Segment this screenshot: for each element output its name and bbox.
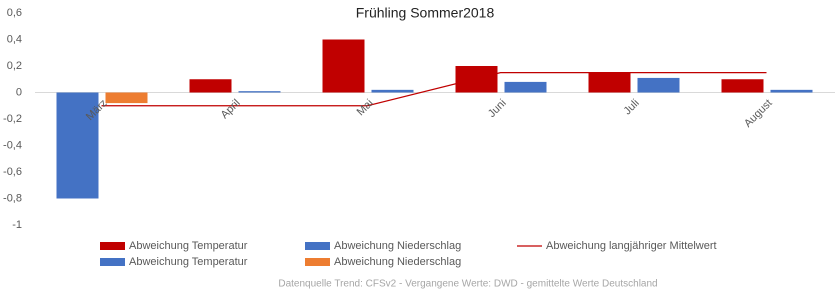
y-tick-label: -0,2: [3, 113, 22, 125]
bar: [770, 89, 813, 93]
bar: [189, 79, 232, 93]
bar: [322, 39, 365, 93]
legend-swatch: [305, 242, 330, 250]
legend-label: Abweichung langjähriger Mittelwert: [546, 240, 717, 252]
x-tick-label: April: [219, 97, 243, 121]
bar: [504, 81, 547, 93]
line: [101, 72, 767, 107]
x-tick-label: Juli: [622, 97, 642, 117]
y-tick-label: -0,8: [3, 192, 22, 204]
bar: [588, 72, 631, 93]
legend-label: Abweichung Niederschlag: [334, 240, 461, 252]
legend-swatch: [100, 242, 125, 250]
y-tick-label: 0,6: [7, 7, 22, 19]
bar: [455, 66, 498, 93]
chart-title: Frühling Sommer2018: [356, 5, 495, 21]
y-tick-label: -0,4: [3, 139, 22, 151]
bar: [56, 92, 99, 199]
y-tick-label: -0,6: [3, 166, 22, 178]
source-note: Datenquelle Trend: CFSv2 - Vergangene We…: [278, 279, 657, 290]
y-tick-label: -1: [12, 219, 22, 231]
y-tick-label: 0,4: [7, 33, 22, 45]
legend-label: Abweichung Temperatur: [129, 240, 248, 252]
x-tick-label: Mai: [355, 97, 376, 118]
bar: [721, 79, 764, 93]
legend-swatch: [305, 258, 330, 266]
bar: [105, 92, 148, 104]
x-tick-label: August: [742, 97, 775, 130]
x-tick-label: Juni: [486, 97, 509, 120]
y-tick-label: 0: [16, 86, 22, 98]
legend-label: Abweichung Niederschlag: [334, 256, 461, 268]
bar: [238, 91, 281, 93]
bar: [637, 77, 680, 93]
y-tick-label: 0,2: [7, 60, 22, 72]
legend-swatch: [100, 258, 125, 266]
legend-label: Abweichung Temperatur: [129, 256, 248, 268]
bar: [371, 89, 414, 93]
